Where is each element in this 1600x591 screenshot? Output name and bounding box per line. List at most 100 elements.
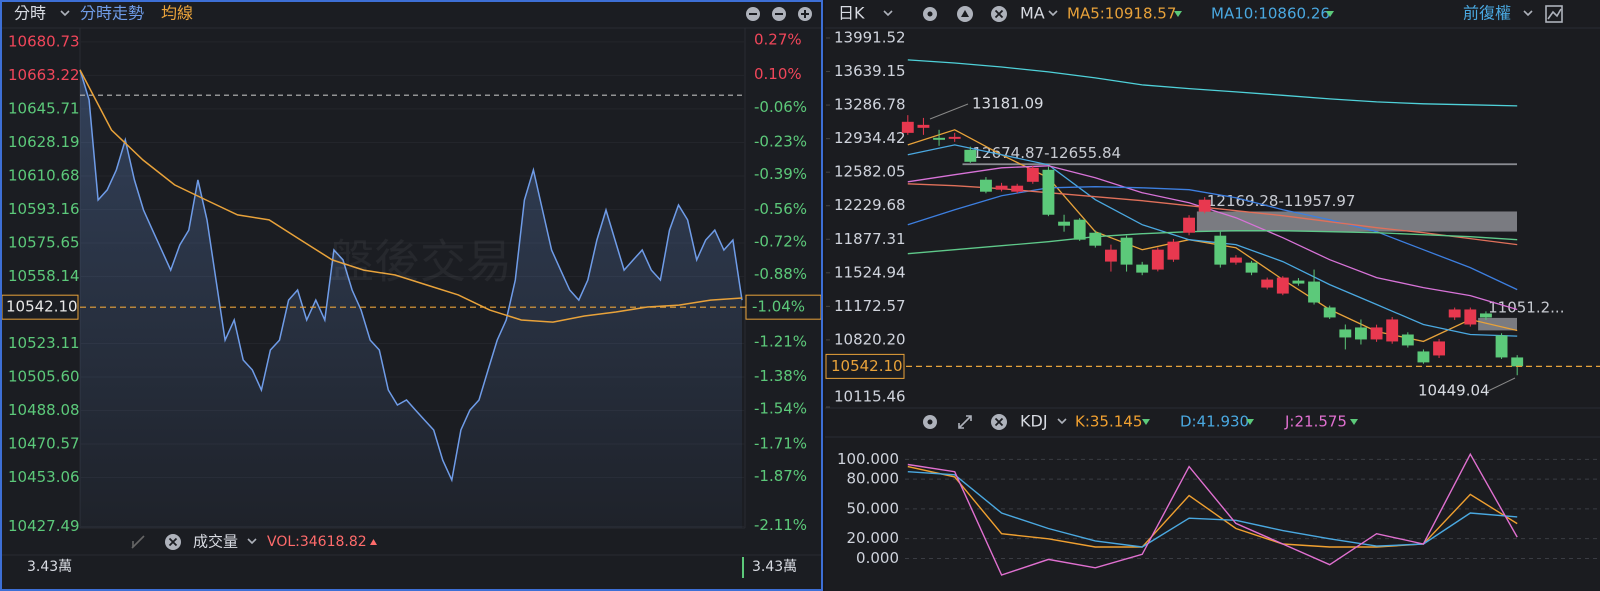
close-icon[interactable] — [991, 414, 1007, 430]
style-icon[interactable] — [957, 6, 973, 22]
y2-tick-label: -1.87% — [754, 467, 807, 485]
y2-tick-label: -1.38% — [754, 367, 807, 385]
period-selector[interactable]: 日K — [838, 4, 865, 23]
volume-value: VOL:34618.82 — [267, 534, 367, 550]
dropdown-icon[interactable] — [247, 538, 257, 545]
ma-line — [907, 183, 1518, 246]
y-tick-label: 50.000 — [847, 499, 900, 517]
settings-icon[interactable] — [923, 7, 937, 21]
indicator-name[interactable]: KDJ — [1020, 412, 1048, 431]
y-tick-label: 10453.06 — [8, 468, 80, 486]
candle-body — [1448, 309, 1461, 318]
y2-tick-label: -1.71% — [754, 434, 807, 452]
candle-body — [1073, 219, 1086, 240]
candle-body — [1136, 264, 1149, 273]
candle-body — [917, 124, 930, 128]
candle-body — [1401, 334, 1414, 346]
down-arrow — [1350, 419, 1358, 425]
current-price-label: 10542.10 — [831, 357, 903, 375]
zone-label: 12169.28-11957.97 — [1207, 192, 1356, 210]
y-tick-label: 12582.05 — [834, 163, 906, 181]
zone-label: 11051.2... — [1488, 298, 1564, 316]
settings-icon[interactable] — [923, 415, 937, 429]
y-tick-label: 13991.52 — [834, 28, 906, 46]
close-icon[interactable] — [991, 6, 1007, 22]
indicator-name[interactable]: 成交量 — [193, 533, 238, 551]
down-arrow — [1326, 11, 1334, 17]
y-tick-label: 11172.57 — [834, 297, 906, 315]
candle-body — [1120, 237, 1133, 265]
y-tick-label: 10427.49 — [8, 517, 80, 535]
candle-body — [948, 136, 961, 139]
y-tick-label: 10680.73 — [8, 32, 80, 50]
leader-line — [929, 103, 969, 120]
y2-tick-label: -0.39% — [754, 165, 807, 183]
ma-line — [907, 59, 1518, 107]
y-tick-label: 10505.60 — [8, 368, 80, 386]
zoom-out-button[interactable] — [746, 7, 760, 21]
y2-tick-label: -0.88% — [754, 265, 807, 283]
leader-line — [1487, 377, 1516, 392]
y2-tick-label: -1.21% — [754, 332, 807, 350]
dropdown-icon[interactable] — [60, 10, 70, 17]
candle-body — [1230, 257, 1242, 263]
candle-body — [1308, 281, 1320, 303]
y2-tick-label: -2.11% — [754, 516, 807, 534]
dropdown-icon[interactable] — [883, 10, 893, 17]
dropdown-icon[interactable] — [1057, 418, 1067, 425]
candle-body — [1105, 249, 1117, 262]
kdj-line — [907, 452, 1518, 576]
remove-button[interactable] — [772, 7, 786, 21]
y-tick-label: 10558.14 — [8, 267, 80, 285]
y-tick-label: 12934.42 — [834, 129, 906, 147]
kdj-line — [907, 471, 1518, 548]
candle-body — [964, 149, 977, 162]
y-tick-label: 20.000 — [847, 529, 900, 547]
y-tick-label: 13286.78 — [834, 96, 906, 114]
avg-line — [79, 69, 743, 323]
y2-tick-label: -0.72% — [754, 232, 807, 250]
candle-body — [1355, 327, 1367, 340]
y-tick-label: 11524.94 — [834, 263, 906, 281]
dropdown-icon[interactable] — [1523, 10, 1533, 17]
candle-body — [1276, 277, 1289, 294]
y2-tick-label: -0.56% — [754, 200, 807, 218]
ma10-legend: MA10:10860.26 — [1211, 5, 1330, 23]
candle-body — [1183, 217, 1195, 233]
y-tick-label: 10470.57 — [8, 435, 80, 453]
candle-body — [1370, 327, 1383, 340]
candle-body — [1386, 319, 1399, 342]
price-zone — [962, 163, 1517, 166]
candle-body — [1511, 357, 1524, 367]
candle-body — [1042, 169, 1055, 215]
chart-icon[interactable] — [1545, 5, 1563, 23]
y2-tick-label: 0.27% — [754, 31, 802, 49]
expand-icon[interactable] — [131, 535, 145, 549]
current-price-box — [1, 294, 79, 320]
candle-body — [901, 121, 914, 133]
candle-body — [1433, 341, 1445, 356]
y-tick-label: 10575.65 — [8, 233, 80, 251]
candle-body — [1323, 307, 1336, 318]
add-button[interactable] — [798, 7, 812, 21]
adjust-selector[interactable]: 前復權 — [1463, 4, 1511, 23]
indicator-name[interactable]: MA — [1020, 4, 1045, 23]
low-annotation: 10449.04 — [1418, 382, 1490, 400]
close-icon[interactable] — [165, 534, 181, 550]
ma5-legend: MA5:10918.57 — [1067, 5, 1176, 23]
candle-body — [1292, 280, 1305, 284]
k-legend: K:35.145 — [1075, 413, 1142, 431]
candle-body — [1214, 235, 1227, 265]
tab-selector[interactable]: 分時 — [14, 4, 46, 23]
y2-tick-label: -0.23% — [754, 132, 807, 150]
y-tick-label: 10115.46 — [834, 388, 906, 406]
dropdown-icon[interactable] — [1048, 10, 1058, 17]
y-tick-label: 13639.15 — [834, 62, 906, 80]
y-tick-label: 10820.20 — [834, 330, 906, 348]
current-price-box — [825, 353, 905, 379]
legend-price: 分時走勢 — [80, 4, 144, 23]
down-arrow — [1142, 419, 1150, 425]
candle-body — [1495, 335, 1508, 358]
expand-icon[interactable] — [958, 415, 972, 429]
